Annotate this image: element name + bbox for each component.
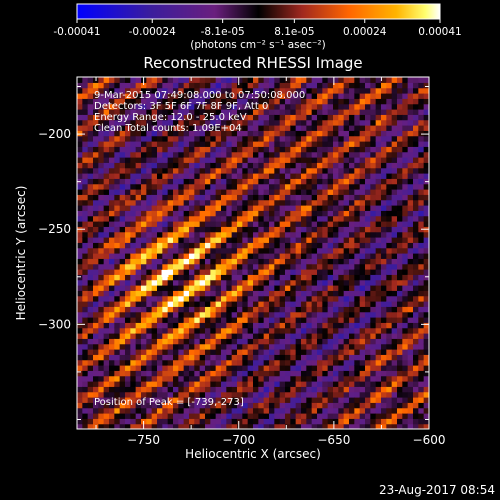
- colorbar: -0.00041 -0.00024 -8.1e-05 8.1e-05 0.00024 0.…: [53, 3, 462, 51]
- annotation-peak-position: Position of Peak = [-739,-273]: [94, 397, 244, 408]
- y-tick-label: −300: [38, 317, 71, 331]
- chart-title: Reconstructed RHESSI Image: [143, 54, 362, 72]
- y-axis-label: Heliocentric Y (arcsec): [14, 186, 28, 321]
- colorbar-tick-label: 8.1e-05: [274, 26, 314, 38]
- heatmap-pixels: [77, 77, 429, 429]
- colorbar-gradient: [77, 4, 440, 19]
- colorbar-tick-label: -0.00041: [53, 26, 100, 38]
- colorbar-tick-label: 0.00041: [418, 26, 461, 38]
- y-tick-label: −200: [38, 127, 71, 141]
- annotation-detectors: Detectors: 3F 5F 6F 7F 8F 9F, Att 0: [94, 101, 268, 112]
- plot-frame: [76, 76, 430, 430]
- annotation-energy-range: Energy Range: 12.0 - 25.0 keV: [94, 112, 247, 123]
- x-tick-label: −750: [127, 433, 160, 447]
- colorbar-frame: [76, 3, 441, 20]
- x-tick-label: −650: [317, 433, 350, 447]
- colorbar-tick-label: -8.1e-05: [201, 26, 245, 38]
- x-axis-label: Heliocentric X (arcsec): [185, 447, 321, 461]
- y-tick-label: −250: [38, 222, 71, 236]
- x-tick-label: −700: [222, 433, 255, 447]
- footer-timestamp: 23-Aug-2017 08:54: [379, 483, 495, 497]
- colorbar-unit-label: (photons cm⁻² s⁻¹ asec⁻²): [190, 39, 325, 51]
- axis-ticks: −750 −700 −650 −600 −200 −250 −300: [38, 77, 445, 447]
- colorbar-ticks: -0.00041 -0.00024 -8.1e-05 8.1e-05 0.00024 0.…: [53, 19, 462, 38]
- peak-pixel: [161, 269, 169, 277]
- annotation-time-range: 9-Mar-2015 07:49:08.000 to 07:50:08.000: [94, 90, 305, 101]
- annotation-clean: Clean Total counts: 1.09E+04: [94, 123, 242, 134]
- colorbar-tick-label: 0.00024: [343, 26, 387, 38]
- annotations: 9-Mar-2015 07:49:08.000 to 07:50:08.000 …: [94, 90, 305, 408]
- colorbar-tick-label: -0.00024: [129, 26, 177, 38]
- x-tick-label: −600: [413, 433, 446, 447]
